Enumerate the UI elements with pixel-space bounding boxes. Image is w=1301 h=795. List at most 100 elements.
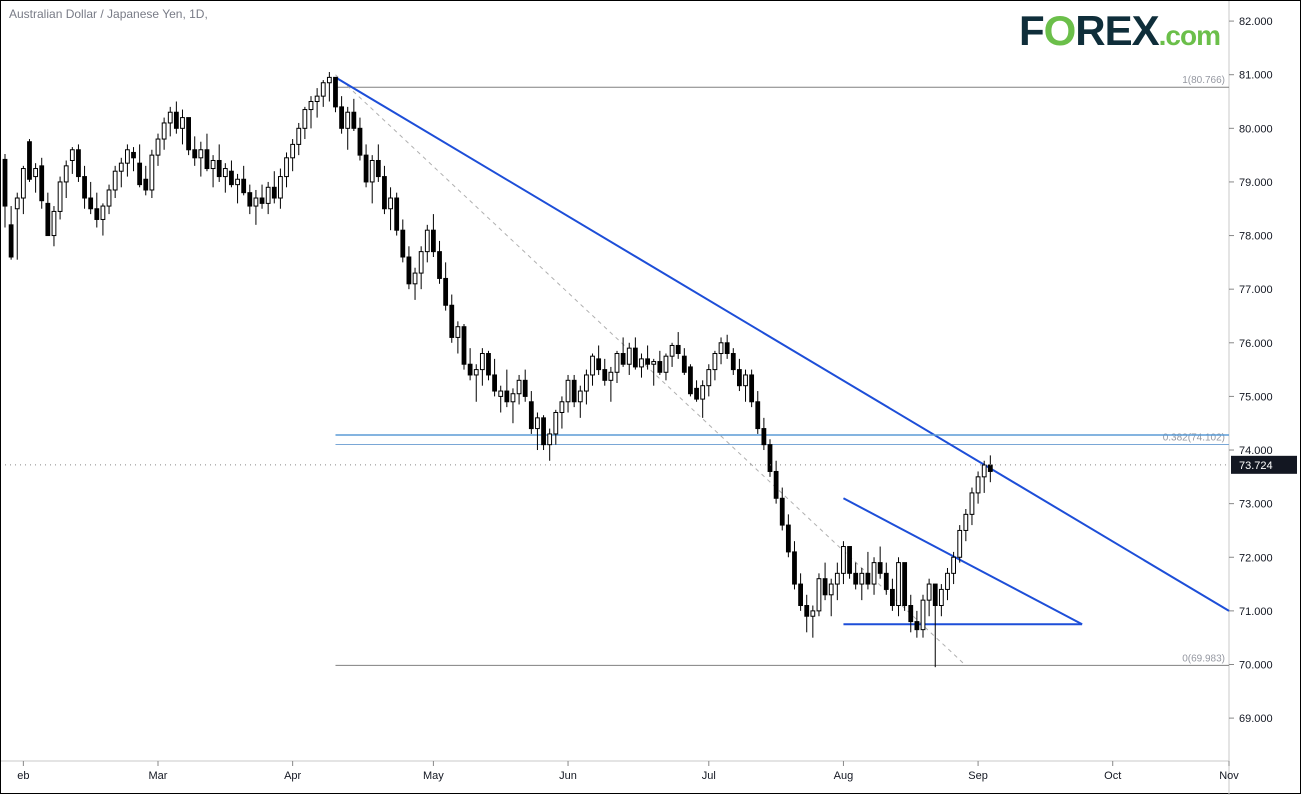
- candle[interactable]: [321, 83, 325, 96]
- candle[interactable]: [474, 370, 478, 375]
- candle[interactable]: [462, 327, 466, 365]
- candle[interactable]: [138, 163, 142, 184]
- candle[interactable]: [505, 391, 509, 402]
- candle[interactable]: [744, 375, 748, 386]
- candle[interactable]: [878, 563, 882, 574]
- candle[interactable]: [438, 252, 442, 279]
- candle[interactable]: [695, 388, 699, 399]
- candle[interactable]: [560, 402, 564, 413]
- trendline[interactable]: [843, 498, 1082, 624]
- candle[interactable]: [891, 589, 895, 605]
- candle[interactable]: [578, 391, 582, 402]
- candle[interactable]: [334, 77, 338, 106]
- candle[interactable]: [536, 418, 540, 429]
- candle[interactable]: [676, 345, 680, 353]
- candle[interactable]: [866, 573, 870, 584]
- candle[interactable]: [933, 584, 937, 605]
- candle[interactable]: [174, 112, 178, 128]
- candle[interactable]: [627, 348, 631, 364]
- price-chart[interactable]: 69.00070.00071.00072.00073.00074.00075.0…: [1, 1, 1301, 795]
- candle[interactable]: [162, 123, 166, 139]
- candle[interactable]: [738, 370, 742, 386]
- candle[interactable]: [266, 187, 270, 203]
- candle[interactable]: [425, 230, 429, 251]
- candle[interactable]: [285, 158, 289, 177]
- candle[interactable]: [597, 359, 601, 370]
- candle[interactable]: [358, 128, 362, 155]
- candle[interactable]: [835, 573, 839, 584]
- candle[interactable]: [64, 166, 68, 182]
- candle[interactable]: [554, 412, 558, 433]
- candle[interactable]: [34, 169, 38, 177]
- candle[interactable]: [664, 356, 668, 372]
- candle[interactable]: [750, 375, 754, 402]
- candle[interactable]: [272, 187, 276, 198]
- candle[interactable]: [780, 498, 784, 525]
- candle[interactable]: [230, 171, 234, 184]
- candle[interactable]: [107, 190, 111, 206]
- candle[interactable]: [223, 169, 227, 177]
- candle[interactable]: [260, 198, 264, 203]
- candle[interactable]: [548, 434, 552, 445]
- candle[interactable]: [658, 362, 662, 373]
- candle[interactable]: [707, 370, 711, 386]
- candle[interactable]: [909, 606, 913, 622]
- candle[interactable]: [413, 273, 417, 284]
- candle[interactable]: [860, 573, 864, 584]
- candle[interactable]: [585, 375, 589, 391]
- candle[interactable]: [829, 584, 833, 595]
- candle[interactable]: [621, 354, 625, 365]
- candle[interactable]: [181, 118, 185, 129]
- candle[interactable]: [603, 370, 607, 381]
- candle[interactable]: [517, 380, 521, 393]
- candle[interactable]: [689, 367, 693, 394]
- candle[interactable]: [480, 354, 484, 370]
- candle[interactable]: [291, 144, 295, 157]
- candle[interactable]: [315, 96, 319, 101]
- candle[interactable]: [640, 359, 644, 367]
- candle[interactable]: [113, 171, 117, 190]
- candle[interactable]: [701, 386, 705, 399]
- candle[interactable]: [352, 112, 356, 128]
- candle[interactable]: [279, 177, 283, 198]
- candle[interactable]: [70, 150, 74, 161]
- candle[interactable]: [376, 160, 380, 176]
- candle[interactable]: [970, 493, 974, 514]
- candle[interactable]: [132, 152, 136, 157]
- candle[interactable]: [468, 364, 472, 375]
- candle[interactable]: [682, 356, 686, 372]
- candle[interactable]: [9, 225, 13, 257]
- candle[interactable]: [89, 198, 93, 209]
- candle[interactable]: [884, 573, 888, 589]
- candle[interactable]: [101, 206, 105, 219]
- candle[interactable]: [854, 573, 858, 584]
- candle[interactable]: [395, 198, 399, 230]
- trendline[interactable]: [335, 77, 1229, 610]
- candle[interactable]: [542, 418, 546, 445]
- candle[interactable]: [670, 345, 674, 356]
- candle[interactable]: [988, 465, 992, 471]
- candle[interactable]: [615, 354, 619, 373]
- candle[interactable]: [915, 622, 919, 630]
- candle[interactable]: [309, 102, 313, 110]
- candle[interactable]: [58, 182, 62, 211]
- candle[interactable]: [976, 477, 980, 493]
- candle[interactable]: [211, 160, 215, 168]
- candle[interactable]: [609, 372, 613, 380]
- candle[interactable]: [566, 380, 570, 401]
- candle[interactable]: [456, 327, 460, 338]
- candle[interactable]: [217, 160, 221, 176]
- candle[interactable]: [346, 112, 350, 128]
- candle[interactable]: [572, 380, 576, 401]
- candle[interactable]: [297, 128, 301, 144]
- candle[interactable]: [28, 142, 32, 180]
- candle[interactable]: [939, 589, 943, 605]
- candle[interactable]: [83, 177, 87, 198]
- candle[interactable]: [150, 155, 154, 190]
- dashed-projection[interactable]: [335, 75, 965, 666]
- candle[interactable]: [725, 343, 729, 354]
- candle[interactable]: [3, 159, 7, 206]
- candle[interactable]: [52, 211, 56, 235]
- candle[interactable]: [303, 110, 307, 129]
- candle[interactable]: [95, 209, 99, 220]
